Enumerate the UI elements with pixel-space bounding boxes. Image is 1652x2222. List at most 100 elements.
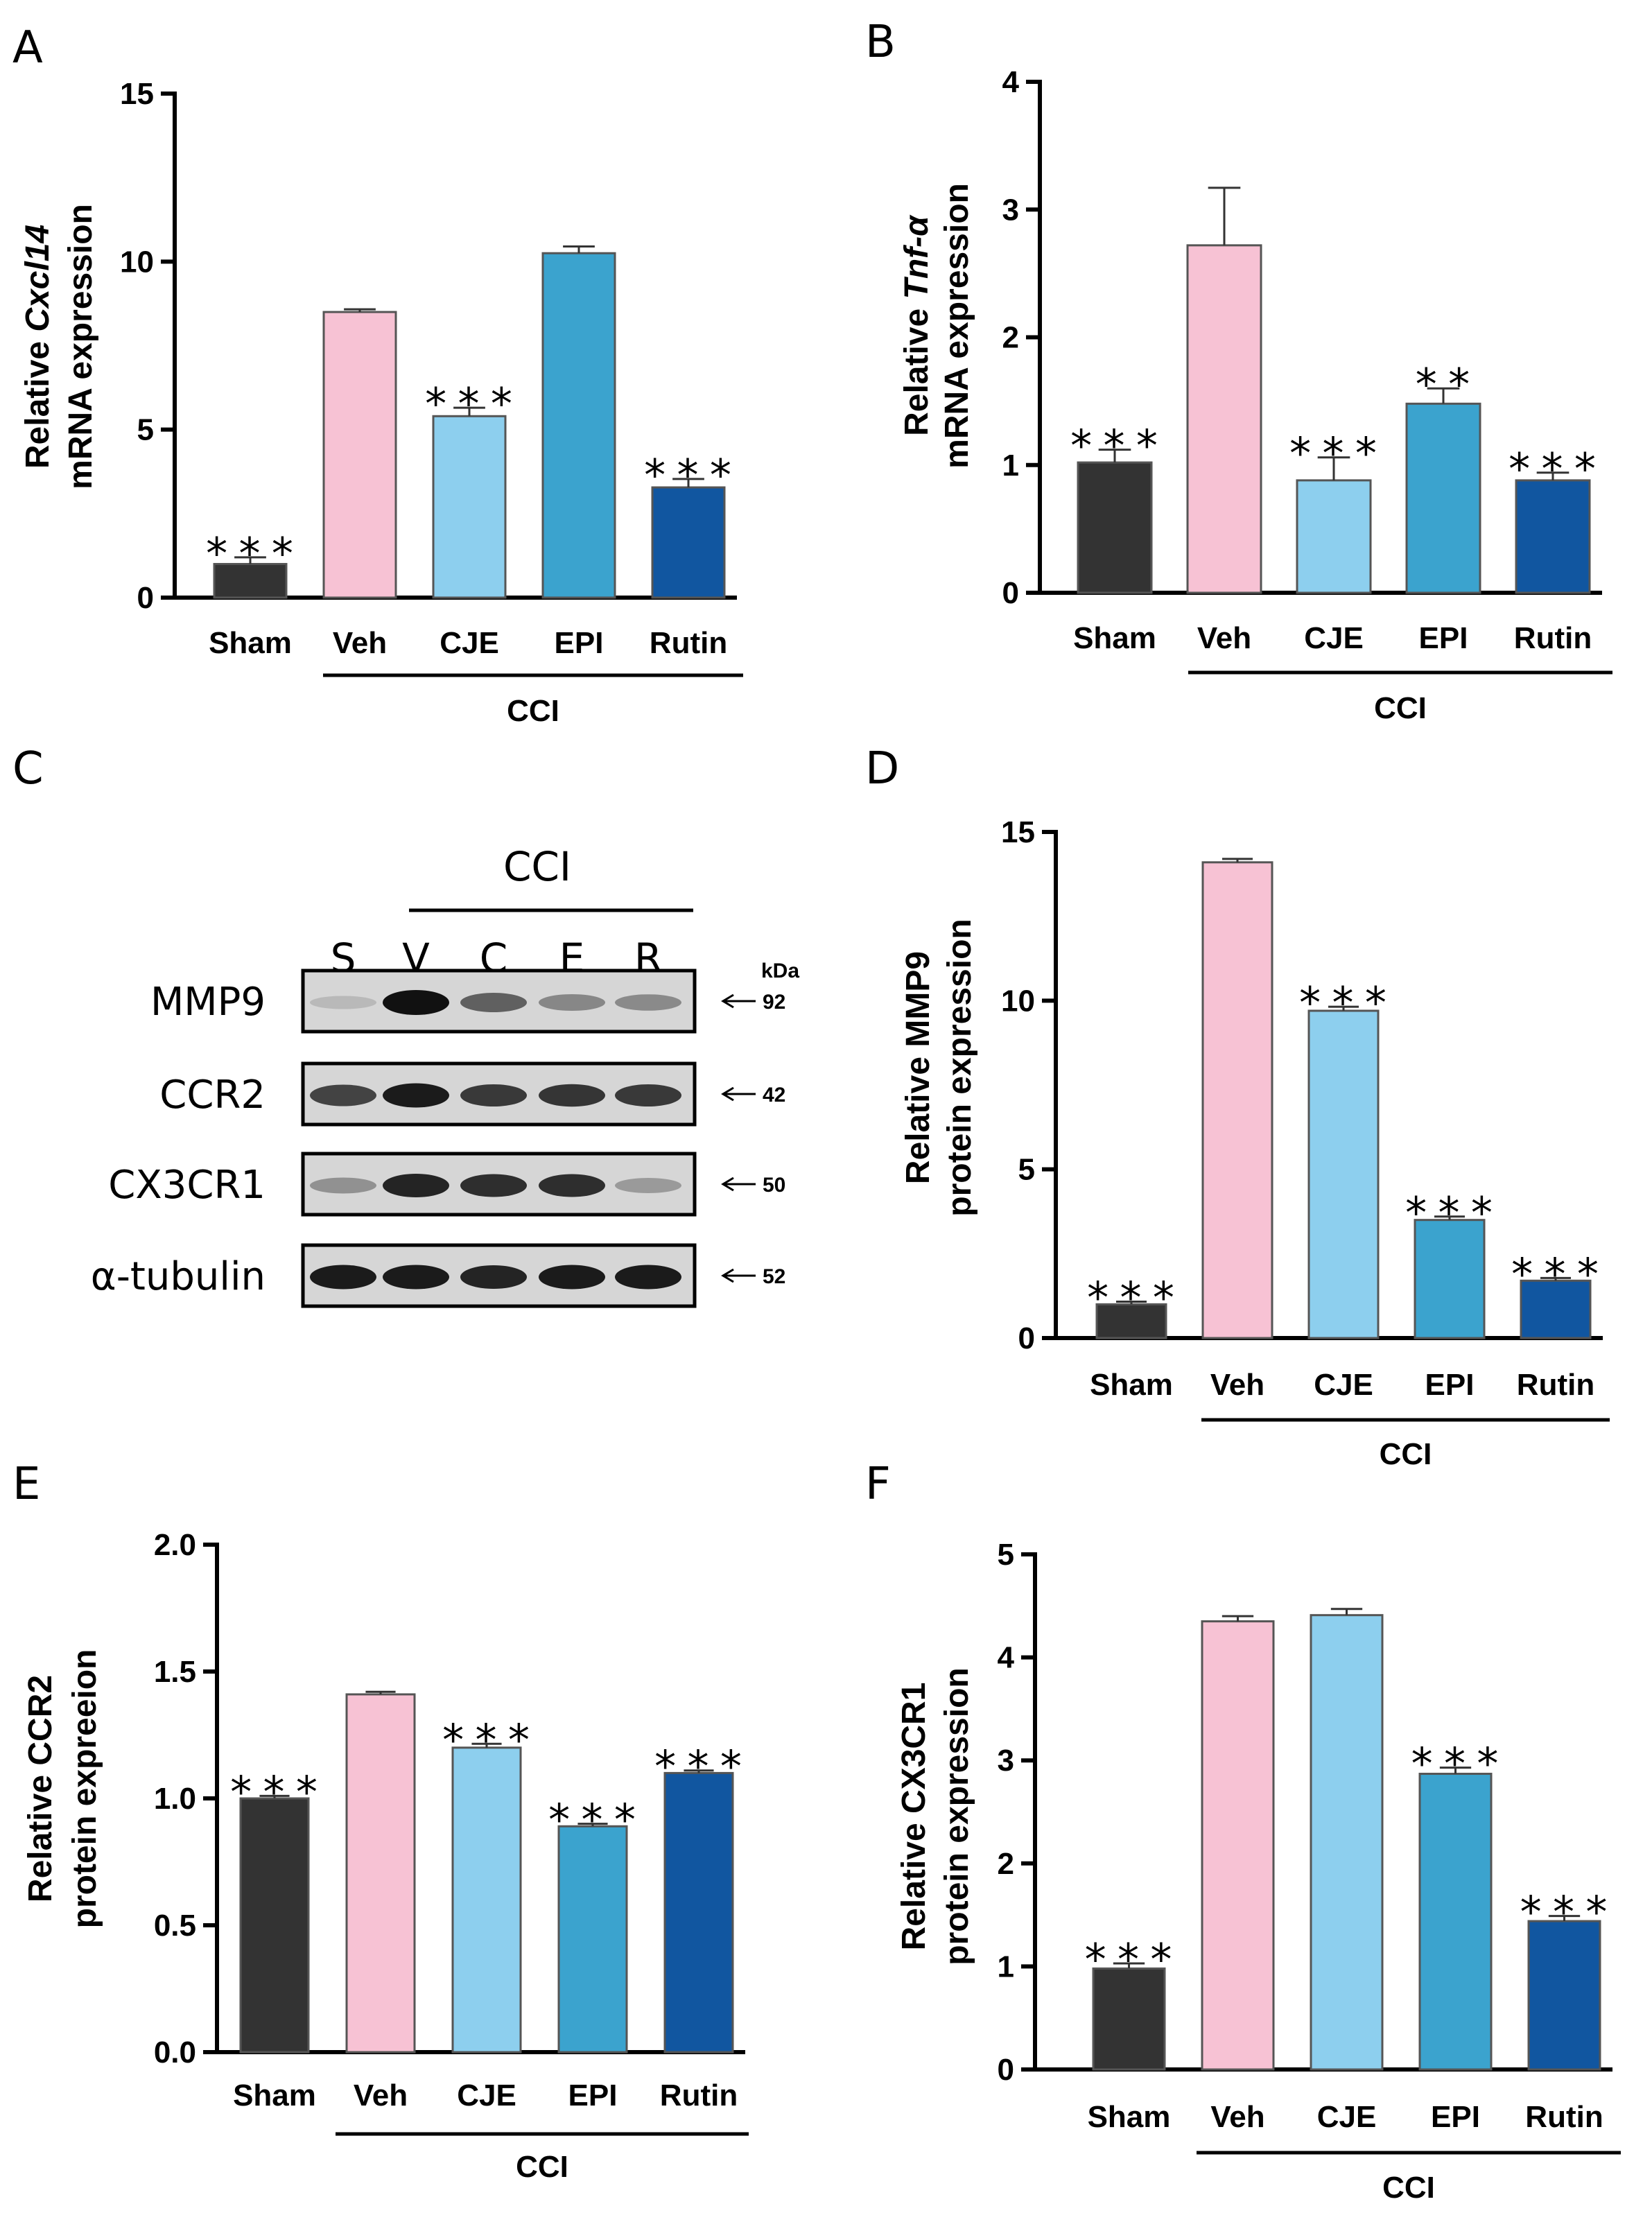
y-tick-label: 5 (998, 1538, 1014, 1572)
error-bar (1427, 387, 1460, 404)
error-bar (1540, 1276, 1571, 1281)
bar-sham (1095, 1303, 1167, 1339)
blot-membrane (301, 969, 697, 1034)
y-tick-label: 2 (998, 1847, 1014, 1881)
significance-marker: * * * (442, 1715, 531, 1765)
category-label: Veh (1210, 2100, 1264, 2134)
panel-label-f: F (865, 1459, 891, 1510)
y-tick-label: 0.5 (154, 1909, 196, 1943)
bar-cje (432, 415, 507, 599)
error-bar (1548, 1915, 1581, 1922)
panel-label-a: A (12, 22, 43, 73)
arrow-left-icon (721, 1268, 756, 1283)
error-bar (234, 556, 266, 564)
significance-marker: * * * (654, 1742, 743, 1792)
bar-cje (1307, 1009, 1380, 1339)
blot-band (310, 1084, 376, 1106)
y-tick-label: 0 (137, 581, 154, 615)
protein-label: CCR2 (159, 1073, 266, 1118)
bar-rutin (1527, 1920, 1601, 2071)
error-bar (344, 308, 376, 313)
y-axis-label-line2: protein expression (939, 1667, 975, 1965)
chart-f: 0 1 2 3 4 5 * * * Sham Veh CJE * * * EPI * * * Rutin C… (896, 1538, 1621, 2205)
error-bar (453, 406, 485, 417)
arrow-left-icon (721, 1177, 756, 1192)
significance-marker: * * * (1411, 1739, 1500, 1789)
bar-rutin (1520, 1279, 1592, 1339)
significance-marker: * * * (1511, 1249, 1600, 1299)
bar-sham (239, 1797, 310, 2054)
arrow-left-icon (721, 1086, 756, 1102)
significance-marker: * * * (1520, 1887, 1609, 1938)
error-bar (684, 1769, 714, 1773)
y-tick-label: 1.5 (154, 1655, 196, 1689)
significance-marker: * * * (230, 1767, 319, 1817)
y-axis-label: Relative Tnf-α (898, 214, 935, 436)
error-bar (1208, 186, 1241, 245)
y-tick-label: 15 (120, 77, 154, 111)
error-bar (1116, 1300, 1147, 1305)
y-tick-label: 1.0 (154, 1782, 196, 1816)
y-tick-label: 2.0 (154, 1528, 196, 1562)
bar-sham (1092, 1967, 1166, 2071)
blot-band (460, 1084, 527, 1106)
arrow-left-icon (721, 993, 756, 1009)
kda-value: 42 (763, 1084, 785, 1106)
category-label: Veh (1197, 621, 1251, 655)
blot-band (383, 1174, 449, 1197)
kda-value: 50 (763, 1174, 785, 1197)
blot-band (383, 1265, 449, 1290)
bar-epi (1405, 402, 1481, 594)
blot-group-label: CCI (503, 843, 571, 890)
blot-band (310, 1265, 376, 1290)
bar-veh (1186, 244, 1262, 594)
group-label: CCI (507, 694, 559, 728)
significance-marker: * * * (644, 450, 733, 501)
category-label: Rutin (1525, 2100, 1603, 2134)
panel-label-e: E (12, 1459, 40, 1510)
category-label: EPI (1419, 621, 1468, 655)
blot-band (460, 1265, 527, 1289)
error-bar (563, 245, 595, 254)
category-label: EPI (568, 2078, 618, 2112)
error-bar (1222, 858, 1253, 862)
significance-marker: * * * (1508, 444, 1597, 494)
bar-epi (557, 1825, 628, 2054)
y-tick-label: 5 (137, 413, 154, 447)
chart-d: 0 5 10 15 * * * Sham Veh * * * CJE * * * EPI * * * R… (900, 815, 1610, 1471)
panel-label-c: C (12, 743, 44, 795)
protein-label: MMP9 (150, 980, 266, 1025)
blot-band (615, 1084, 681, 1106)
bar-cje (1296, 479, 1372, 594)
category-label: Veh (333, 626, 387, 660)
y-axis-label: Relative CX3CR1 (896, 1683, 932, 1951)
y-tick-label: 4 (998, 1641, 1015, 1675)
category-label: CJE (457, 2078, 516, 2112)
kda-value: 92 (763, 991, 785, 1014)
significance-marker: * * * (1085, 1934, 1174, 1985)
blot-band (539, 994, 605, 1011)
y-tick-label: 0.0 (154, 2036, 196, 2069)
significance-marker: * * * (548, 1795, 637, 1846)
category-label: CJE (1317, 2100, 1377, 2134)
significance-marker: * * * (1070, 421, 1159, 471)
y-axis-label-line2: protein expression (941, 919, 978, 1216)
significance-marker: * * * (1299, 978, 1388, 1028)
significance-marker: * * * (206, 528, 295, 579)
category-label: EPI (1431, 2100, 1480, 2134)
bar-sham (1077, 461, 1153, 594)
blot-row: CX3CR1 50 (108, 1152, 785, 1217)
y-axis-label: Relative CCR2 (22, 1675, 59, 1902)
category-label: Sham (1090, 1368, 1173, 1402)
category-label: Sham (233, 2078, 316, 2112)
category-label: Rutin (650, 626, 727, 660)
blot-band (460, 993, 527, 1012)
y-axis-label-line2: protein expreeion (67, 1649, 103, 1929)
bar-epi (1418, 1773, 1493, 2071)
significance-marker: * * * (1405, 1188, 1494, 1238)
y-tick-label: 5 (1018, 1153, 1035, 1187)
bar-cje (1310, 1614, 1384, 2071)
blot-row: CCR2 42 (159, 1061, 785, 1127)
category-label: Rutin (1517, 1368, 1594, 1402)
group-label: CCI (1374, 691, 1427, 725)
